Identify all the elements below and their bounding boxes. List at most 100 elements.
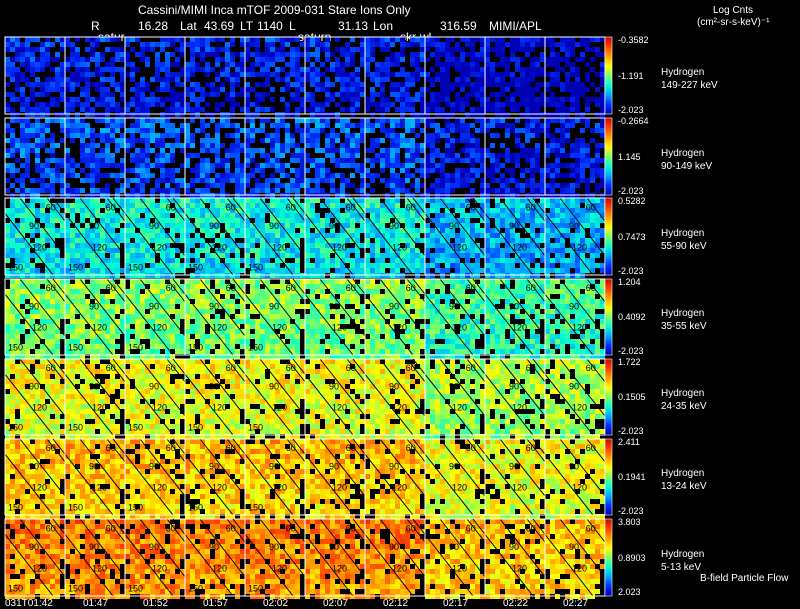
pitch-contour (532, 438, 594, 516)
contour-label: 60 (586, 363, 596, 373)
contour-label: 60 (586, 443, 596, 453)
heatmap-panel (244, 117, 306, 198)
energy-label: 13-24 keV (661, 481, 707, 492)
colorbar-min-label: 2.023 (618, 587, 641, 597)
contour-label: 120 (452, 563, 467, 573)
colorbar-mid-label: -1.191 (618, 71, 644, 81)
x-tick-label: 02:27 (563, 598, 589, 609)
channel-row: 60 90 120 150 60 90 120 150 60 90 120 150 60 90 120 150… (0, 518, 648, 599)
colorbar-min-label: -2.023 (618, 105, 644, 115)
pitch-contour (292, 358, 354, 436)
contour-label: 90 (389, 381, 399, 391)
pitch-contour (472, 518, 534, 597)
contour-label: 120 (332, 403, 347, 413)
heatmap-panel: 60 90 120 (412, 438, 528, 519)
contour-label: 90 (329, 301, 339, 311)
pitch-contour (232, 358, 294, 436)
contour-label: 60 (46, 363, 56, 373)
lt-label: LT (240, 19, 254, 33)
species-label: Hydrogen (661, 67, 705, 78)
contour-label: 120 (512, 323, 527, 333)
x-tick-label: 01:52 (143, 598, 169, 609)
units-line1: Log Cnts (713, 5, 754, 16)
contour-label: 60 (226, 443, 236, 453)
pitch-contour (232, 278, 294, 356)
contour-label: 60 (166, 443, 176, 453)
contour-label: 90 (389, 221, 399, 231)
contour-label: 150 (188, 422, 203, 432)
contour-label: 120 (92, 242, 107, 252)
pitch-contour (139, 438, 201, 516)
contour-label: 90 (569, 461, 579, 471)
channel-row: 60 90 120 150 60 90 120 150 60 90 120 150 60 90 120 150… (0, 278, 648, 359)
contour-label: 90 (389, 542, 399, 552)
x-tick-label: 02:12 (383, 598, 409, 609)
heatmap-panel: 60 90 120 (292, 358, 408, 439)
contour-label: 90 (149, 381, 159, 391)
contour-label: 90 (329, 381, 339, 391)
contour-label: 90 (449, 542, 459, 552)
contour-label: 150 (8, 422, 23, 432)
contour-label: 120 (152, 323, 167, 333)
pitch-contour (112, 358, 174, 436)
contour-label: 90 (89, 301, 99, 311)
contour-label: 120 (572, 403, 587, 413)
contour-label: 120 (392, 483, 407, 493)
contour-label: 60 (406, 523, 416, 533)
heatmap-panel: 60 90 120 150 (232, 358, 348, 439)
pitch-contour (0, 287, 54, 356)
contour-label: 150 (128, 262, 143, 272)
spectrum-label: Hydrogen 55-90 keV (661, 227, 707, 253)
contour-label: 120 (32, 403, 47, 413)
contour-label: 60 (346, 202, 356, 212)
contour-label: 150 (248, 422, 263, 432)
heatmap-panel (544, 36, 606, 117)
contour-label: 60 (466, 363, 476, 373)
contour-label: 90 (89, 381, 99, 391)
contour-label: 60 (106, 523, 116, 533)
lat-label: Lat (180, 19, 197, 33)
contour-label: 120 (392, 242, 407, 252)
heatmap-panel (64, 117, 126, 198)
contour-label: 120 (212, 563, 227, 573)
colorbar-mid-label: 0.7473 (618, 232, 646, 242)
colorbar-mid-label: 0.4092 (618, 312, 646, 322)
contour-label: 120 (572, 323, 587, 333)
heatmap-panel (4, 36, 66, 117)
contour-label: 90 (269, 221, 279, 231)
heatmap-panel (184, 117, 246, 198)
contour-label: 90 (269, 301, 279, 311)
heatmap-panel (424, 36, 486, 117)
contour-label: 120 (452, 403, 467, 413)
contour-label: 60 (346, 523, 356, 533)
pitch-contour (472, 278, 534, 356)
contour-label: 150 (128, 583, 143, 593)
contour-label: 120 (272, 483, 287, 493)
energy-label: 149-227 keV (661, 80, 718, 91)
contour-label: 150 (248, 262, 263, 272)
channel-row: 60 90 120 150 60 90 120 150 60 90 120 150 60 90 120 150… (0, 197, 648, 278)
contour-label: 120 (272, 403, 287, 413)
contour-label: 120 (212, 323, 227, 333)
units-line2: (cm²-sr-s-keV)⁻¹ (697, 17, 770, 28)
heatmap-panel (64, 36, 126, 117)
contour-label: 60 (526, 363, 536, 373)
colorbar-max-label: -0.2664 (618, 116, 649, 126)
contour-label: 120 (332, 563, 347, 573)
x-tick-label: 031T01:42 (5, 598, 53, 609)
heatmap-panel (304, 117, 366, 198)
contour-label: 120 (32, 323, 47, 333)
contour-label: 150 (128, 422, 143, 432)
pitch-contour (472, 358, 534, 436)
contour-label: 120 (92, 483, 107, 493)
species-label: Hydrogen (661, 308, 705, 319)
contour-label: 150 (8, 502, 23, 512)
contour-label: 150 (188, 583, 203, 593)
contour-label: 120 (392, 323, 407, 333)
heatmap-panel (244, 36, 306, 117)
heatmap-panel: 60 90 120 150 (172, 358, 288, 439)
heatmap-panel: 60 90 120 (532, 518, 648, 599)
contour-label: 90 (209, 381, 219, 391)
contour-label: 120 (32, 483, 47, 493)
contour-label: 150 (128, 502, 143, 512)
